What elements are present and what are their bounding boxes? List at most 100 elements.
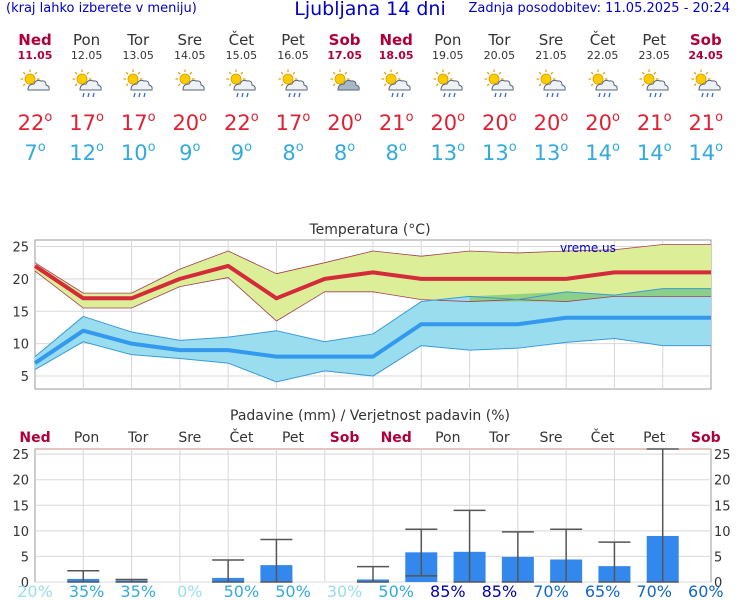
y-tick-label-right: 20 [714,474,731,489]
min-temperature: 14o [636,140,672,165]
day-date: 17.05 [327,49,362,62]
day-date: 20.05 [483,49,516,62]
x-category-label: Sob [330,430,360,446]
sun-cloud-rain-icon [639,69,669,98]
y-tick-label: 20 [12,273,29,288]
y-tick-label-right: 0 [714,576,722,591]
precipitation-title: Padavine (mm) / Verjetnost padavin (%) [230,408,510,424]
sun-cloud-rain-icon [588,69,618,98]
y-tick-label-left: 25 [12,448,29,463]
x-category-label: Pon [74,430,99,446]
min-temperature: 13o [533,140,569,165]
day-forecast: Pet 23.05 21o 14o [628,32,680,166]
max-temperature: 21o [636,110,672,135]
max-temperature: 20o [172,110,208,135]
y-tick-label-left: 15 [12,499,29,514]
x-category-label: Tor [127,430,149,446]
day-date: 22.05 [586,49,619,62]
precipitation-probability: 50% [378,582,414,600]
min-temperature: 7o [24,140,46,165]
min-temperature: 9o [230,140,253,165]
day-name: Sob [328,31,361,49]
precipitation-probability: 35% [69,582,105,600]
max-temperature: 20o [533,110,569,135]
sun-cloud-rain-icon [691,69,721,98]
min-temperature-band [35,288,711,382]
precipitation-probability: 85% [482,582,518,600]
day-date: 16.05 [277,49,309,62]
y-tick-label-right: 15 [714,499,731,514]
x-category-label: Pet [643,430,666,446]
sun-cloud-rain-icon [381,69,411,98]
day-date: 18.05 [378,49,414,62]
day-date: 23.05 [638,49,670,62]
sun-cloud-rain-icon [433,69,463,98]
max-temperature: 17o [275,110,311,135]
min-lower-line [34,337,711,383]
precipitation-probability: 50% [224,582,260,600]
day-forecast: Pet 16.05 17o 8o [267,32,319,166]
day-date: 11.05 [17,49,53,62]
min-temperature: 8o [385,140,407,165]
day-forecast: Sob 24.05 21o 14o [680,32,732,166]
sun-cloud-rain-icon [278,69,308,98]
last-updated: Zadnja posodobitev: 11.05.2025 - 20:24 [468,1,730,16]
day-name: Sre [538,31,564,49]
sun-cloud-rain-icon [484,69,515,98]
x-category-label: Čet [591,428,615,446]
day-name: Pet [642,31,666,49]
y-tick-label: 5 [21,370,29,385]
watermark: vreme.us [560,241,616,255]
min-upper-line [34,288,711,357]
x-category-label: Sob [691,430,721,446]
y-tick-label: 25 [12,240,29,255]
max-temperature: 21o [378,110,414,135]
y-tick-label-right: 5 [714,550,722,565]
day-name: Tor [488,31,511,49]
max-temperature: 17o [120,110,156,135]
precipitation-probability: 60% [688,582,724,600]
max-temperature: 17o [69,110,104,135]
y-tick-label-right: 25 [714,448,731,463]
y-tick-label-left: 20 [12,474,29,489]
temperature-title: Temperatura (°C) [308,222,430,238]
sun-cloud-rain-icon [72,69,102,98]
day-name: Tor [127,31,150,49]
sun-cloud-rain-icon [123,69,153,98]
x-category-label: Tor [488,430,510,446]
x-category-label: Sre [540,430,563,446]
day-name: Pon [434,31,462,49]
min-temperature: 9o [179,140,201,165]
day-forecast: Pon 19.05 20o 13o [422,32,474,166]
day-forecast: Tor 20.05 20o 13o [473,32,525,166]
min-temperature: 12o [69,140,104,165]
day-name: Čet [589,31,616,49]
min-temperature: 13o [482,140,517,165]
min-temperature: 8o [333,140,356,165]
y-tick-label: 10 [12,338,29,353]
max-temperature: 22o [224,110,259,135]
x-category-label: Pon [435,430,460,446]
min-temperature-line [33,315,711,365]
day-forecast: Čet 22.05 20o 14o [577,32,629,166]
x-category-label: Ned [19,430,50,446]
precipitation-probability: 35% [120,582,156,600]
sun-cloud-rain-icon [536,69,566,98]
min-temperature: 10o [120,140,156,165]
precipitation-probability: 30% [327,582,363,600]
precipitation-probability: 0% [177,582,202,600]
day-date: 13.05 [122,49,154,62]
sun-cloud-icon [20,69,50,91]
min-temperature: 14o [688,140,724,165]
day-forecast: Ned 18.05 21o 8o [370,32,422,166]
max-temperature: 21o [688,110,724,135]
day-forecast: Ned 11.05 22o 7o [9,32,61,166]
day-forecast: Čet 15.05 22o 9o [215,32,267,166]
page-title: Ljubljana 14 dni [294,0,446,20]
day-name: Sob [689,31,722,49]
precipitation-probability: 20% [17,582,53,600]
max-temperature: 20o [482,110,517,135]
day-date: 21.05 [535,49,567,62]
day-forecast: Tor 13.05 17o 10o [112,32,164,166]
